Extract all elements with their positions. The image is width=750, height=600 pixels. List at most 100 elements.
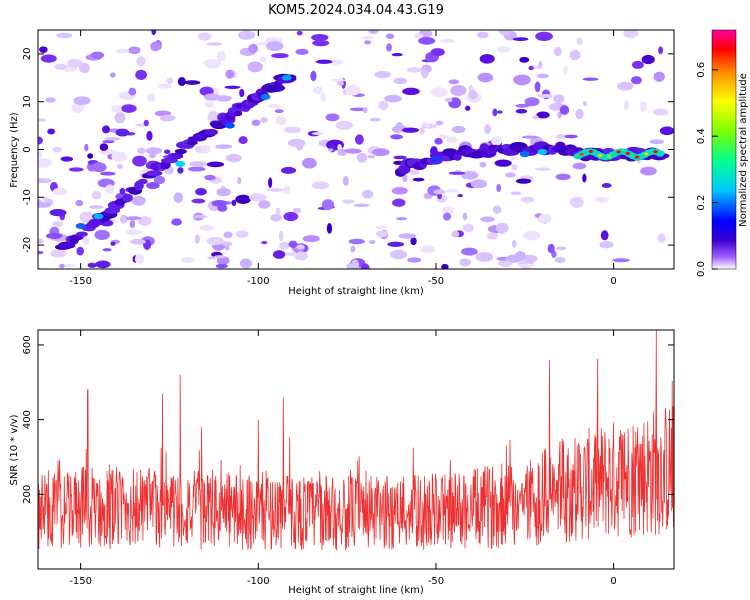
peak-core [616,150,621,154]
heatmap-blob [131,195,146,206]
heatmap-blob [292,207,302,214]
heatmap-blob [177,167,184,174]
heatmap-blob [448,79,460,85]
colorbar-gradient [711,29,737,270]
heatmap-blob [492,205,502,214]
snr-y-ticks: 200 400 600 [22,335,674,504]
snr-x-tick-label: -100 [247,576,270,587]
heatmap-blob [572,162,587,170]
heatmap-blob [143,119,149,127]
heatmap-blob [183,80,201,85]
heatmap-blob [119,214,128,224]
heatmap-blob [266,104,282,109]
heatmap-blob [130,238,146,245]
heatmap-blob [537,93,554,98]
colorbar-tick-label: 0.0 [696,261,707,277]
heatmap-blob [38,158,52,168]
heatmap-blob [384,94,402,103]
heatmap-blob [203,93,221,101]
heatmap-blob [582,77,599,81]
ridge-hotspot [93,213,104,220]
heatmap-blob [459,258,472,267]
heatmap-blob [39,46,48,53]
heatmap-blob [509,157,516,161]
heatmap-blob [538,60,543,70]
heatmap-blob [371,148,390,157]
heatmap-blob [312,39,330,47]
heatmap-blob [71,102,85,113]
heatmap-blob [367,155,376,159]
heatmap-blob [260,117,268,123]
heatmap-blob [279,241,290,250]
spectrogram-y-tick-label: 10 [22,95,33,108]
heatmap-blob [445,188,460,193]
heatmap-blob [128,46,141,55]
heatmap-blob [569,196,584,208]
heatmap-blob [391,53,403,57]
heatmap-blob [151,30,157,36]
heatmap-blob [640,166,657,176]
heatmap-blob [659,126,674,136]
heatmap-blob [216,51,226,62]
heatmap-blob [402,87,420,96]
heatmap-blob [56,32,73,39]
heatmap-blob [271,53,289,59]
ridge-blob [442,148,458,157]
ridge-hotspot [175,160,186,167]
heatmap-blob [235,194,251,204]
heatmap-blob [387,241,405,247]
heatmap-blob [312,86,323,95]
heatmap-blob [360,263,370,269]
spectrogram-x-tick-label: 0 [610,276,616,287]
snr-x-tick-label: 0 [610,576,616,587]
heatmap-blob [408,169,420,176]
heatmap-blob [111,104,122,113]
heatmap-blob [288,240,298,248]
heatmap-blob [325,113,340,122]
heatmap-blob [553,46,562,57]
peak-core [597,154,603,158]
heatmap-blob [128,87,137,96]
heatmap-blob [326,223,333,234]
snr-series-line [38,330,674,551]
heatmap-blob [311,131,324,136]
peak-core [644,152,649,156]
heatmap-blob [116,48,130,54]
heatmap-blob [575,108,584,120]
heatmap-blob [658,46,664,55]
heatmap-blob [630,76,642,85]
heatmap-blob [213,255,226,259]
heatmap-blob [631,60,644,69]
heatmap-blob [296,244,305,250]
heatmap-blob [214,144,233,149]
snr-x-tick-label: -50 [428,576,444,587]
heatmap-blob [401,127,420,133]
heatmap-blob [336,81,344,86]
heatmap-blob [342,199,355,204]
heatmap-blob [420,245,436,254]
ridge-hotspot [224,122,235,129]
ridge-blob [186,140,198,146]
heatmap-blob [528,65,534,71]
heatmap-blob [553,94,565,104]
heatmap-blob [451,230,460,238]
heatmap-blob [354,134,364,145]
heatmap-blob [50,249,67,258]
heatmap-blob [519,56,530,63]
heatmap-blob [450,84,467,96]
heatmap-blob [536,73,549,79]
heatmap-blob [390,249,407,260]
spectrogram-x-tick-label: -150 [69,276,92,287]
heatmap-blob [111,151,128,162]
heatmap-blob [395,217,408,221]
heatmap-blob [259,56,267,63]
ridge-hotspot [260,93,271,100]
heatmap-blob [110,72,116,78]
heatmap-blob [612,258,630,263]
heatmap-blob [497,46,511,53]
heatmap-blob [392,198,406,207]
heatmap-blob [495,222,509,234]
heatmap-blob [536,111,550,119]
heatmap-blob [251,119,261,126]
heatmap-blob [535,31,553,41]
